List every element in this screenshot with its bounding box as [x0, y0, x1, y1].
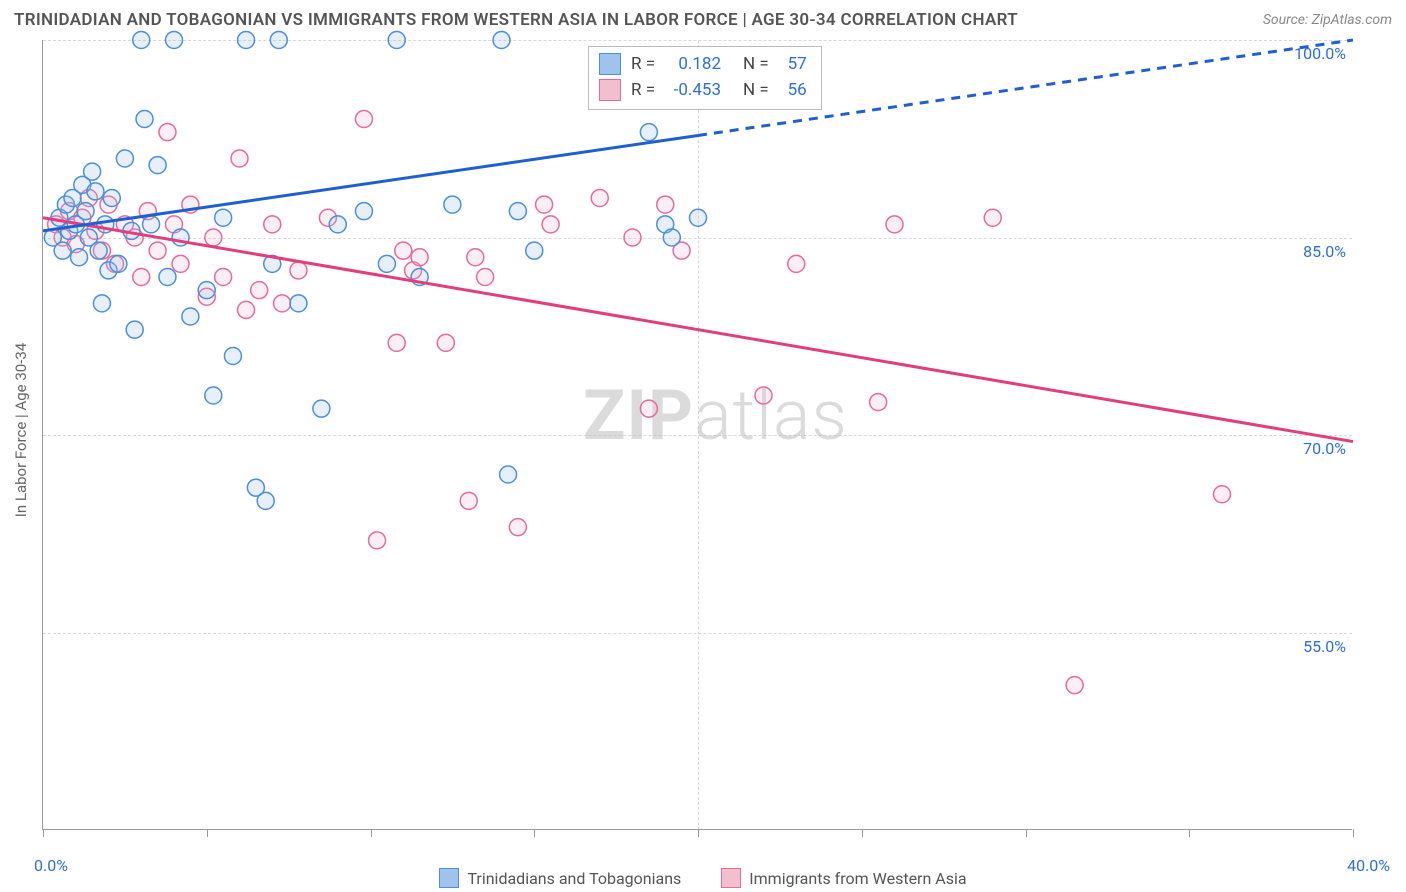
legend-row: R =-0.453N =56: [599, 77, 807, 103]
legend-row: R =0.182N =57: [599, 51, 807, 77]
y-tick-label: 70.0%: [1303, 439, 1346, 458]
legend-item: Immigrants from Western Asia: [721, 868, 966, 888]
scatter-plot-svg: [43, 40, 1352, 829]
y-tick-label: 55.0%: [1303, 637, 1346, 656]
y-axis-label: In Labor Force | Age 30-34: [12, 343, 30, 517]
y-tick-label: 85.0%: [1303, 242, 1346, 261]
series-legend: Trinidadians and Tobagonians Immigrants f…: [0, 868, 1406, 888]
source-attribution: Source: ZipAtlas.com: [1263, 12, 1392, 28]
correlation-legend: R =0.182N =57R =-0.453N =56: [588, 46, 822, 110]
legend-item: Trinidadians and Tobagonians: [439, 868, 681, 888]
plot-area: ZIPatlas R =0.182N =57R =-0.453N =56 55.…: [42, 40, 1352, 830]
y-tick-label: 100.0%: [1294, 44, 1346, 63]
chart-title: TRINIDADIAN AND TOBAGONIAN VS IMMIGRANTS…: [14, 10, 1018, 30]
